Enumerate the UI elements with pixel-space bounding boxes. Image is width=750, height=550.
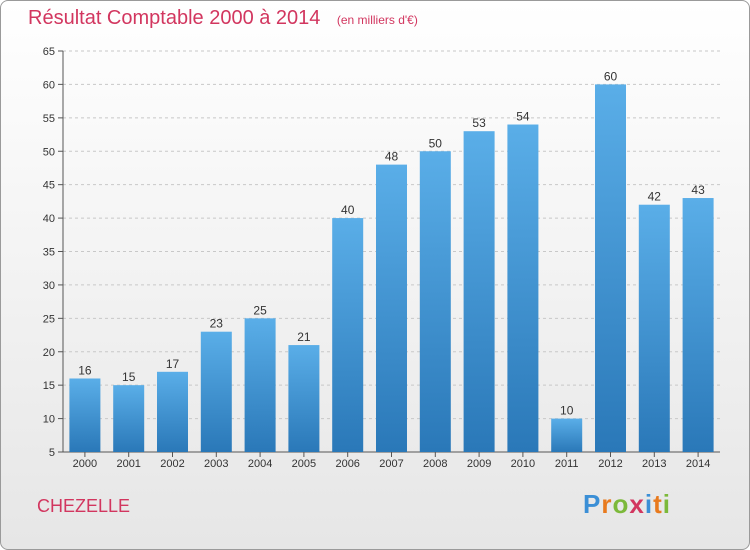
data-label: 42 [648,190,662,204]
data-label: 53 [472,116,486,130]
bar [595,84,626,453]
bar [157,371,188,452]
bar [200,331,232,452]
labels: 16 15 17 23 25 21 40 48 50 53 54 10 60 42 43 [78,69,705,417]
brand-logo: Proxiti [583,489,671,520]
bar [69,378,101,452]
x-tick-label: 2000 [73,458,97,470]
bars [69,84,714,453]
bar [419,151,451,452]
data-label: 16 [78,363,92,377]
data-label: 23 [210,317,224,331]
brand-letter: i [644,489,654,519]
data-label: 48 [385,150,399,164]
bar [463,131,495,452]
data-label: 21 [297,330,311,344]
data-label: 10 [560,404,574,418]
x-tick-label: 2007 [379,458,403,470]
x-tick-label: 2011 [555,458,579,470]
y-tick-label: 25 [43,313,55,325]
brand-letter: i [662,489,671,519]
x-tick-label: 2014 [686,458,710,470]
bar [551,418,583,452]
title-block: Résultat Comptable 2000 à 2014 (en milli… [28,7,418,30]
place-name: CHEZELLE [37,496,131,516]
y-tick-label: 40 [43,213,55,225]
data-label: 15 [122,370,136,384]
data-label: 43 [691,183,705,197]
data-label: 40 [341,203,355,217]
brand-letter: t [653,489,663,519]
bar [244,318,276,452]
y-tick-label: 10 [43,414,55,426]
chart-subtitle: (en milliers d'€) [336,13,418,27]
x-tick-label: 2009 [467,458,491,470]
bar [288,345,320,452]
x-tick-label: 2001 [116,458,140,470]
bar [507,124,539,453]
x-tick-label: 2010 [511,458,535,470]
brand-letter: r [601,489,613,519]
data-label: 25 [253,303,267,317]
brand-letter: P [583,489,602,519]
y-tick-label: 30 [43,280,55,292]
y-tick-label: 45 [43,180,55,192]
x-tick-label: 2002 [160,458,184,470]
x-tick-label: 2006 [335,458,359,470]
x-tick-label: 2008 [423,458,447,470]
y-tick-label: 35 [43,247,55,259]
y-tick-label: 65 [43,46,55,58]
y-tick-label: 55 [43,113,55,125]
data-label: 17 [166,357,180,371]
x-tick-label: 2003 [204,458,228,470]
bar [638,204,670,452]
x-tick-label: 2013 [642,458,666,470]
brand-letter: o [612,489,630,519]
bar [332,218,364,452]
y-tick-label: 20 [43,347,55,359]
bar [376,164,407,452]
data-label: 54 [516,110,530,124]
x-tick-label: 2004 [248,458,272,470]
data-label: 60 [604,69,618,83]
x-tick-label: 2012 [598,458,622,470]
x-tick-label: 2005 [292,458,316,470]
y-tick-label: 60 [43,79,55,91]
y-tick-label: 5 [49,447,55,459]
y-tick-label: 15 [43,380,55,392]
y-tick-label: 50 [43,146,55,158]
data-label: 50 [429,136,443,150]
bar [682,198,714,452]
chart-title: Résultat Comptable 2000 à 2014 [28,7,321,29]
brand-letter: x [629,489,645,519]
bar [113,385,145,452]
